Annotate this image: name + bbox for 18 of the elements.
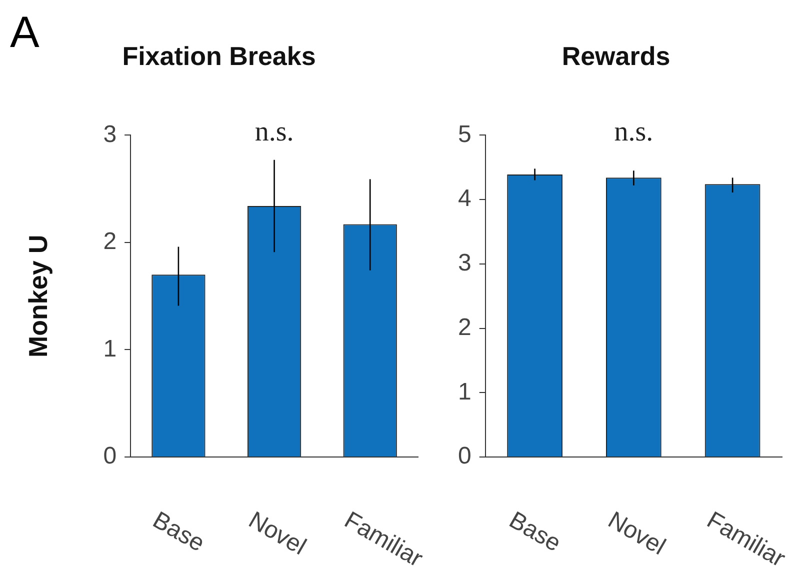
y-tick-label: 3	[458, 250, 472, 277]
y-tick-label: 2	[458, 314, 472, 341]
annotation: n.s.	[614, 116, 654, 148]
y-tick-label: 0	[458, 442, 472, 470]
y-tick-label: 3	[103, 120, 117, 148]
y-tick-label: 1	[103, 335, 117, 362]
text: A	[10, 8, 40, 58]
y-tick-label: 1	[458, 378, 472, 406]
y-tick-label: 4	[458, 185, 472, 212]
y-tick-label: 5	[458, 120, 472, 148]
y-tick-label: 2	[103, 228, 117, 256]
y-axis-title: Monkey U	[22, 234, 53, 358]
y-tick-label: 0	[103, 442, 117, 470]
x-tick-label: Base	[504, 506, 566, 558]
chart-title: Fixation Breaks	[122, 40, 316, 71]
x-tick-label: Base	[148, 506, 210, 558]
chart-title: Rewards	[562, 40, 670, 71]
annotation: n.s.	[254, 116, 294, 148]
